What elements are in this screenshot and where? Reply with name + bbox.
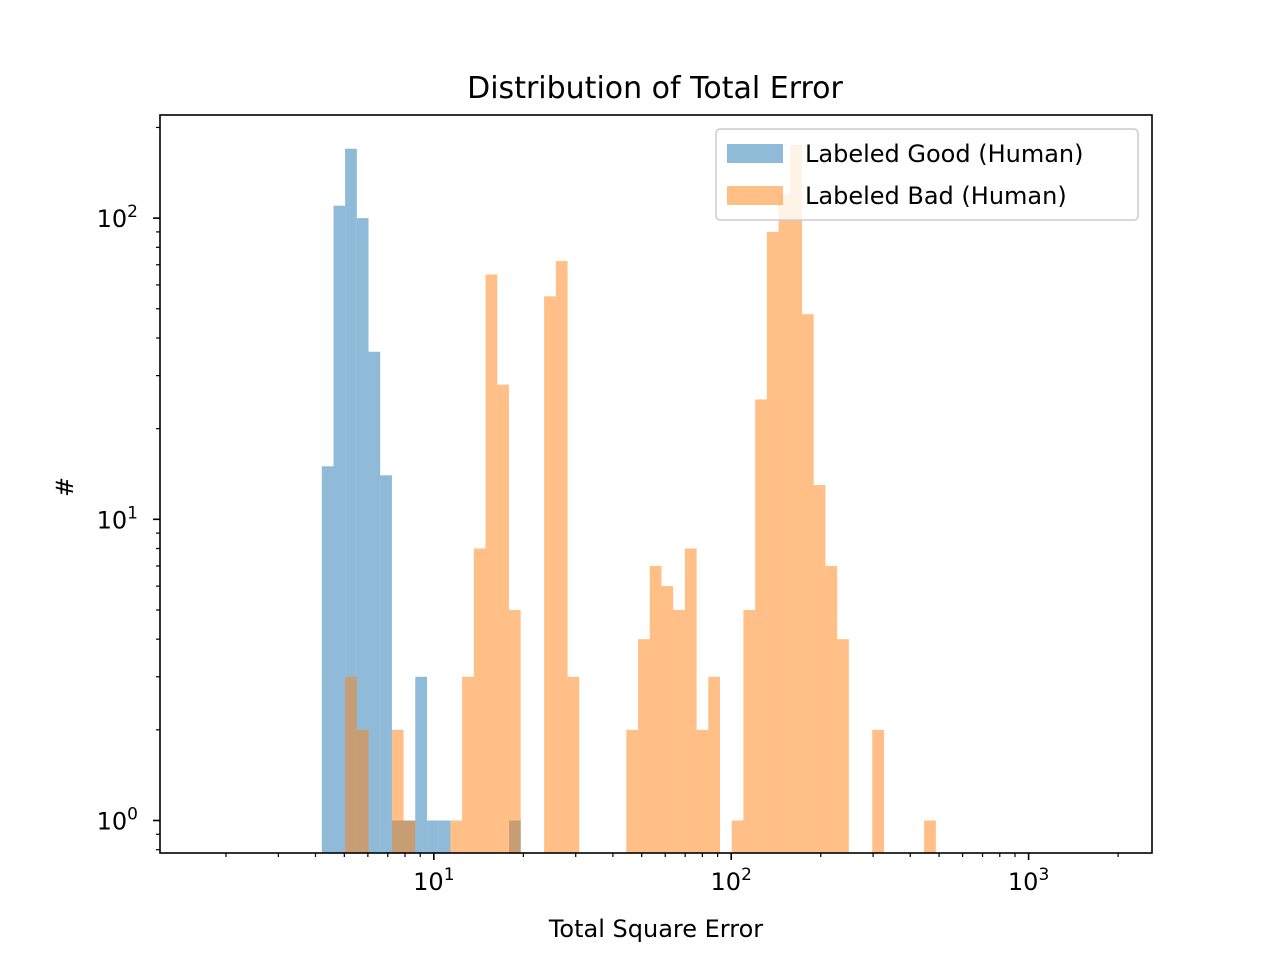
- y-tick-label: 102: [97, 202, 138, 233]
- histogram-bar-series-1-bin-27: [802, 314, 814, 853]
- chart-title: Distribution of Total Error: [467, 71, 843, 106]
- legend-frame: [715, 128, 1139, 221]
- histogram-bar-series-0-bin-9: [427, 820, 439, 853]
- histogram-bar-series-1-bin-4: [450, 820, 463, 853]
- histogram-bar-series-0-bin-10: [438, 820, 451, 853]
- histogram-bar-series-1-bin-6: [473, 548, 486, 853]
- histogram-bar-series-1-bin-8: [497, 384, 509, 853]
- histogram-bar-series-1-bin-3: [403, 820, 416, 853]
- histogram-bar-series-1-bin-30: [837, 639, 849, 853]
- x-axis: 101 102 103: [225, 853, 1119, 896]
- histogram-bar-series-1-bin-12: [567, 676, 580, 853]
- histogram-bar-series-0-bin-8: [415, 676, 428, 853]
- histogram-bar-series-1-bin-5: [462, 676, 474, 853]
- histogram-bar-series-1-bin-10: [544, 296, 556, 854]
- x-tick-label: 102: [711, 865, 752, 896]
- histogram-bar-series-0-bin-2: [345, 148, 357, 854]
- histogram-bar-series-1-bin-29: [825, 565, 838, 853]
- histogram-bar-series-1-bin-11: [555, 261, 568, 854]
- histogram-bar-series-1-bin-23: [755, 399, 767, 853]
- histogram-bar-series-0-bin-0: [321, 466, 334, 853]
- histogram-bar-series-1-bin-1: [356, 729, 369, 853]
- histogram-bar-series-1-bin-15: [649, 565, 662, 853]
- plot-frame: [159, 114, 1153, 854]
- histogram-bar-series-1-bin-2: [391, 729, 404, 853]
- x-axis-label: Total Square Error: [548, 915, 763, 943]
- histogram-bar-series-1-bin-25: [778, 194, 791, 853]
- histogram-bar-series-1-bin-31: [872, 729, 884, 853]
- histogram-bar-series-1-bin-13: [626, 729, 639, 853]
- legend-label: Labeled Good (Human): [805, 140, 1083, 168]
- histogram-bar-series-0-bin-1: [333, 205, 346, 854]
- histogram-bar-series-1-bin-22: [743, 609, 756, 853]
- histogram-bar-series-1-bin-14: [638, 639, 650, 853]
- histogram-bar-series-1-bin-19: [696, 729, 709, 853]
- y-tick-label: 101: [97, 503, 138, 534]
- x-tick-label: 101: [413, 865, 454, 896]
- histogram-bar-series-1-bin-17: [673, 609, 685, 853]
- histogram-bar-series-1-bin-20: [708, 676, 721, 853]
- histogram-bar-series-1-bin-7: [485, 274, 498, 854]
- histogram-bar-series-1-bin-28: [813, 485, 826, 853]
- histogram-bar-series-1-bin-0: [345, 676, 357, 853]
- x-tick-label: 103: [1008, 865, 1049, 896]
- histogram-bar-series-1-bin-24: [766, 231, 779, 853]
- histogram-bar-series-0-bin-4: [368, 351, 381, 853]
- legend: Labeled Good (Human) Labeled Bad (Human): [715, 128, 1139, 221]
- legend-label: Labeled Bad (Human): [805, 182, 1067, 210]
- histogram-bar-series-1-bin-18: [684, 548, 697, 853]
- histogram-bar-series-1-bin-26: [790, 144, 802, 853]
- y-axis-label: #: [51, 477, 79, 497]
- legend-swatch: [727, 144, 783, 163]
- y-tick-label: 100: [97, 805, 138, 836]
- histogram-bar-series-0-bin-3: [356, 218, 369, 853]
- bars-layer: [321, 144, 936, 854]
- histogram-bar-series-1-bin-21: [731, 820, 744, 853]
- histogram-bar-series-1-bin-32: [924, 820, 936, 853]
- histogram-bar-series-1-bin-16: [661, 586, 674, 853]
- legend-swatch: [727, 186, 783, 205]
- histogram-bar-series-0-bin-5: [380, 475, 392, 853]
- y-axis: 100 101 102: [97, 126, 160, 851]
- histogram-bar-series-1-bin-9: [508, 609, 521, 853]
